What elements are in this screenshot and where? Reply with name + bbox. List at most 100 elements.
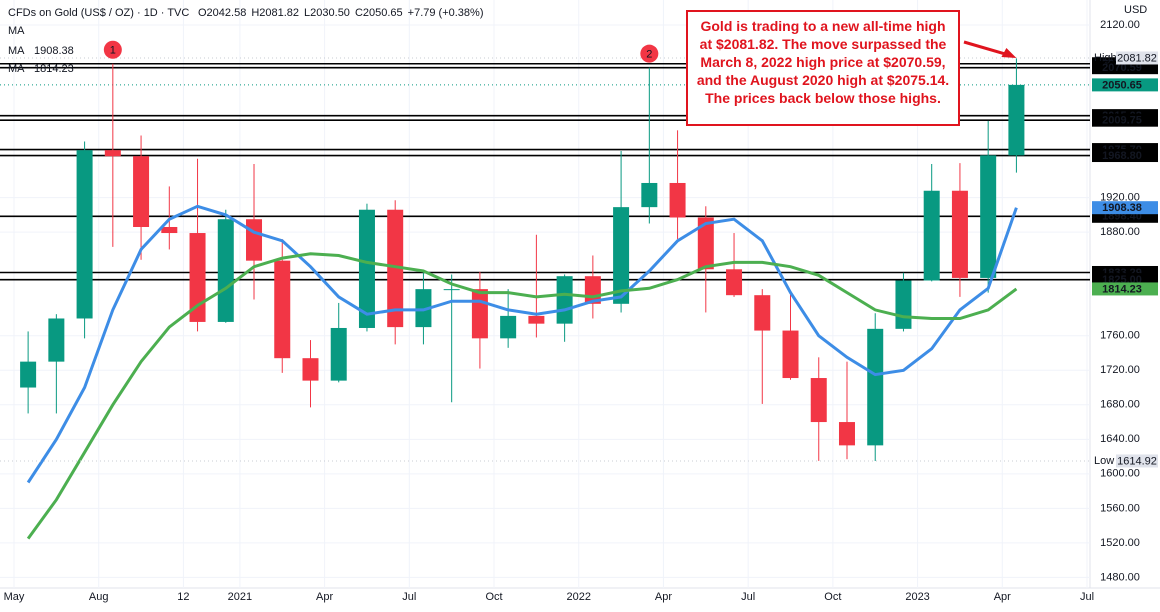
- x-tick-label: Aug: [89, 591, 109, 603]
- callout-badge: [103, 40, 122, 59]
- x-tick-label: Apr: [316, 591, 333, 603]
- candle-body: [76, 150, 93, 319]
- ma-legend-value: 1908.38: [34, 45, 74, 57]
- x-tick-label: Jul: [741, 591, 755, 603]
- candle-body: [274, 260, 291, 359]
- ma-legend-label: MA: [8, 45, 25, 57]
- x-tick-label: Jul: [1080, 591, 1094, 603]
- callout-badge: [640, 44, 659, 63]
- y-tick-label: 1480.00: [1100, 571, 1140, 583]
- candle-body: [246, 219, 263, 261]
- price-flag-label: 1968.80: [1102, 150, 1142, 162]
- candle-body: [358, 209, 375, 328]
- x-tick-label: Apr: [655, 591, 672, 603]
- candle-body: [133, 156, 150, 227]
- candle-body: [500, 315, 517, 339]
- candle-body: [1008, 84, 1025, 156]
- candle-body: [923, 190, 940, 281]
- price-flag: [1092, 113, 1158, 127]
- annotation: Gold is trading to a new all-time high a…: [686, 10, 960, 126]
- candle-body: [669, 182, 686, 218]
- y-tick-label: 1520.00: [1100, 537, 1140, 549]
- candle-body: [415, 289, 432, 328]
- currency-label: USD: [1124, 4, 1147, 16]
- ohlc-legend: +7.79 (+0.38%): [408, 7, 484, 19]
- candle-body: [302, 358, 319, 381]
- y-tick-label: 1920.00: [1100, 192, 1140, 204]
- x-tick-label: 2023: [905, 591, 929, 603]
- price-flag-label: 2050.65: [1102, 79, 1142, 91]
- price-flag-label: 1908.38: [1102, 202, 1142, 214]
- candle-body: [556, 276, 573, 324]
- candle-body: [20, 361, 37, 388]
- candle-body: [443, 289, 460, 291]
- ohlc-legend: O2042.58: [198, 7, 246, 19]
- candle-body: [697, 217, 714, 270]
- x-tick-label: 2021: [228, 591, 252, 603]
- x-tick-label: Oct: [485, 591, 502, 603]
- price-flag-label: 1814.23: [1102, 283, 1142, 295]
- candle-body: [980, 155, 997, 278]
- candle-body: [754, 295, 771, 331]
- x-tick-label: May: [4, 591, 25, 603]
- candle-body: [48, 318, 65, 362]
- y-tick-label: 1720.00: [1100, 364, 1140, 376]
- candle-body: [104, 150, 121, 157]
- price-flag: [1092, 201, 1158, 215]
- x-tick-label: 12: [177, 591, 189, 603]
- marker-flag: [1116, 454, 1158, 468]
- callout-label: 1: [110, 45, 116, 57]
- marker-tag: Low: [1094, 455, 1114, 467]
- price-flag-label: 2070.59: [1102, 62, 1142, 74]
- y-tick-label: 2120.00: [1100, 19, 1140, 31]
- x-tick-label: Oct: [824, 591, 841, 603]
- candle-body: [951, 190, 968, 278]
- marker-value: 2081.82: [1117, 52, 1157, 64]
- candle-body: [217, 219, 234, 322]
- ohlc-legend: L2030.50: [304, 7, 350, 19]
- marker-flag: [1116, 51, 1158, 65]
- y-tick-label: 1880.00: [1100, 226, 1140, 238]
- candle-body: [838, 422, 855, 446]
- callout-label: 2: [646, 49, 652, 61]
- y-tick-label: 1560.00: [1100, 502, 1140, 514]
- price-flag: [1092, 149, 1158, 163]
- candle-body: [387, 209, 404, 328]
- ohlc-legend: C2050.65: [355, 7, 403, 19]
- candle-body: [528, 315, 545, 324]
- ma-legend-value: 1814.23: [34, 63, 74, 75]
- candle-body: [782, 330, 799, 379]
- moving-average-line: [26, 204, 1018, 484]
- candle-body: [189, 233, 206, 322]
- candle-body: [895, 280, 912, 329]
- x-tick-label: 2022: [566, 591, 590, 603]
- candle-body: [161, 226, 178, 234]
- price-flag: [1092, 78, 1158, 92]
- y-tick-label: 1760.00: [1100, 330, 1140, 342]
- moving-average-line: [26, 252, 1018, 540]
- candle-body: [613, 207, 630, 304]
- candle-body: [641, 182, 658, 208]
- candle-body: [471, 289, 488, 339]
- price-flag: [1092, 282, 1158, 296]
- y-tick-label: 1600.00: [1100, 468, 1140, 480]
- ohlc-legend: H2081.82: [251, 7, 299, 19]
- symbol: CFDs on Gold (US$ / OZ) · 1D · TVC: [8, 7, 189, 19]
- x-tick-label: Apr: [994, 591, 1011, 603]
- annotation-arrowhead: [1001, 47, 1017, 58]
- annotation-arrow: [963, 40, 1009, 57]
- candle-body: [867, 328, 884, 446]
- marker-tag: High: [1094, 52, 1117, 64]
- x-tick-label: Jul: [402, 591, 416, 603]
- marker-value: 1614.92: [1117, 455, 1157, 467]
- y-tick-label: 1640.00: [1100, 433, 1140, 445]
- ma-legend-label: MA: [8, 25, 25, 37]
- y-tick-label: 1680.00: [1100, 399, 1140, 411]
- price-flag-label: 2009.75: [1102, 115, 1142, 127]
- candle-body: [810, 378, 827, 423]
- ma-legend-label: MA: [8, 63, 25, 75]
- candle-body: [726, 269, 743, 296]
- candle-body: [330, 327, 347, 381]
